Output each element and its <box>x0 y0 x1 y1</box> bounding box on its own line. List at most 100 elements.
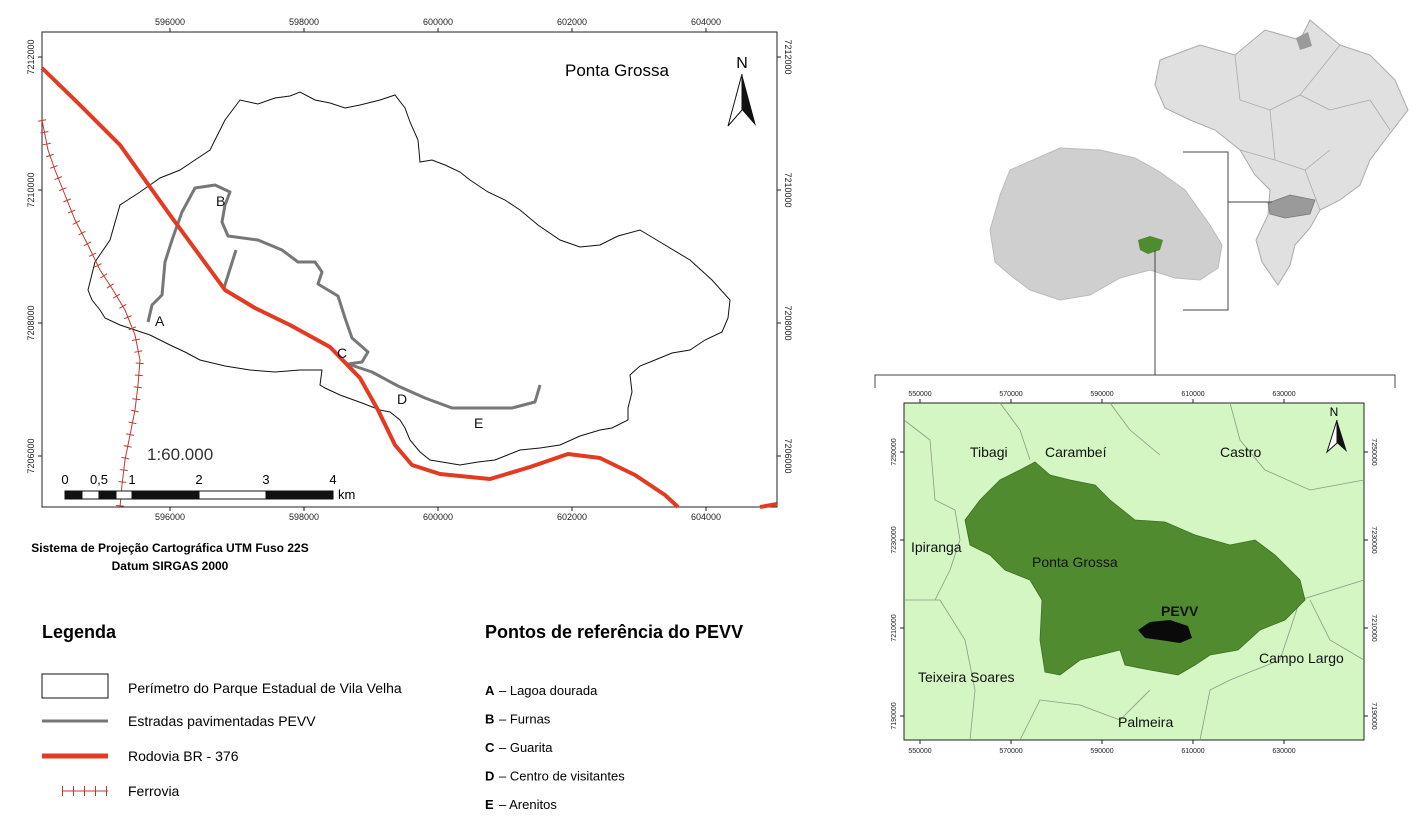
reference-name: – Furnas <box>499 712 551 727</box>
legend-item: Perímetro do Parque Estadual de Vila Vel… <box>128 680 402 696</box>
point-label: E <box>474 415 483 431</box>
reference-title: Pontos de referência do PEVV <box>485 622 743 642</box>
map-title: Ponta Grossa <box>565 61 669 80</box>
x-tick-label: 610000 <box>1181 748 1204 755</box>
paved-roads <box>146 183 542 410</box>
inset-bracket <box>874 374 1396 388</box>
highway-br376 <box>40 66 680 509</box>
reference-letter: C <box>485 740 495 755</box>
x-tick-label: 630000 <box>1272 748 1295 755</box>
legend-item: Ferrovia <box>128 783 180 799</box>
reference-name: – Lagoa dourada <box>499 683 598 698</box>
y-tick-label: 7212000 <box>783 39 793 74</box>
x-tick-label: 630000 <box>1272 391 1295 398</box>
highway-br376 <box>759 502 778 509</box>
scale-segment <box>98 490 117 500</box>
y-tick-label: 7190000 <box>1370 702 1377 729</box>
municipality-label: Ponta Grossa <box>1032 554 1118 570</box>
scale-segment <box>198 490 267 500</box>
x-tick-label: 596000 <box>155 512 185 522</box>
y-tick-label: 7206000 <box>783 438 793 473</box>
legend-title: Legenda <box>42 622 117 642</box>
scale-segment <box>265 490 334 500</box>
connector <box>1154 151 1272 375</box>
legend-symbol-perimeter <box>41 673 109 699</box>
main-map-frame <box>41 31 778 508</box>
inset-ticks: 550000 550000 570000 570000 590000 590000 6100… <box>891 391 1377 755</box>
reference-letter: D <box>485 769 494 784</box>
y-tick-label: 7250000 <box>891 438 898 465</box>
park-perimeter <box>87 91 731 466</box>
reference-letter: A <box>485 683 495 698</box>
x-tick-label: 598000 <box>289 17 319 27</box>
x-tick-label: 570000 <box>999 748 1022 755</box>
paved-road-spur <box>222 249 238 289</box>
municipality-label: Campo Largo <box>1259 650 1344 666</box>
scale-segment <box>115 490 133 500</box>
park-label: PEVV <box>1161 603 1199 619</box>
x-tick-label: 550000 <box>908 391 931 398</box>
inset-north-arrow <box>1325 419 1347 454</box>
y-tick-label: 7210000 <box>783 172 793 207</box>
y-tick-label: 7250000 <box>1370 438 1377 465</box>
point-label: C <box>337 345 347 361</box>
parana-enlarged <box>989 147 1223 301</box>
x-tick-label: 600000 <box>423 17 453 27</box>
y-tick-label: 7190000 <box>891 702 898 729</box>
x-tick-label: 600000 <box>423 512 453 522</box>
y-tick-label: 7210000 <box>26 172 36 207</box>
scale-label: 4 <box>329 472 336 487</box>
pevv-area <box>1138 620 1192 643</box>
x-tick-label: 602000 <box>557 17 587 27</box>
projection-text: Sistema de Projeção Cartográfica UTM Fus… <box>31 541 308 555</box>
x-tick-label: 602000 <box>557 512 587 522</box>
point-label: B <box>216 193 225 209</box>
reference-letter: E <box>485 797 494 812</box>
scale-label: 0,5 <box>90 472 108 487</box>
north-arrow-right <box>1337 420 1347 452</box>
reference-list: A – Lagoa dourada B – Furnas C – Guarita D – Ce… <box>485 683 625 812</box>
x-tick-label: 550000 <box>908 748 931 755</box>
municipality-label: Carambeí <box>1045 444 1107 460</box>
x-tick-label: 598000 <box>289 512 319 522</box>
scale-segment <box>64 490 83 500</box>
municipality-label: Tibagi <box>970 444 1008 460</box>
y-tick-label: 7230000 <box>1370 526 1377 553</box>
main-map: N Ponta Grossa A B C D E 1:60.000 0 0,5 … <box>38 55 778 509</box>
parana-small <box>1267 194 1316 219</box>
reference-name: – Centro de visitantes <box>499 769 625 784</box>
x-tick-label: 596000 <box>155 17 185 27</box>
x-tick-label: 590000 <box>1090 748 1113 755</box>
y-tick-label: 7208000 <box>783 305 793 340</box>
scale-unit: km <box>338 487 355 502</box>
y-tick-label: 7230000 <box>891 526 898 553</box>
y-tick-label: 7212000 <box>26 39 36 74</box>
x-tick-label: 610000 <box>1181 391 1204 398</box>
projection-text: Datum SIRGAS 2000 <box>112 559 229 573</box>
municipality-label: Teixeira Soares <box>918 669 1015 685</box>
point-label: A <box>155 313 165 329</box>
y-tick-label: 7208000 <box>26 305 36 340</box>
x-tick-label: 590000 <box>1090 391 1113 398</box>
ponta-grossa-municipality <box>964 461 1306 676</box>
scale-label: 3 <box>262 472 269 487</box>
x-tick-label: 604000 <box>691 17 721 27</box>
brazil-shape <box>1154 19 1409 286</box>
parana-pg <box>1138 236 1163 254</box>
brazil-locator <box>989 19 1409 375</box>
legend-item: Rodovia BR - 376 <box>128 748 239 764</box>
municipality-label: Palmeira <box>1118 714 1173 730</box>
scale-segment <box>131 490 200 500</box>
scale-bar <box>64 490 334 500</box>
scale-ratio: 1:60.000 <box>147 445 213 464</box>
north-label: N <box>736 55 748 72</box>
reference-name: – Arenitos <box>499 797 557 812</box>
north-label: N <box>1330 405 1339 419</box>
y-tick-label: 7210000 <box>891 614 898 641</box>
brazil-borders <box>1234 44 1391 211</box>
reference-name: – Guarita <box>499 740 553 755</box>
inset-map: N Tibagi Carambeí Castro Ipiranga Ponta … <box>903 402 1365 741</box>
scale-segment <box>81 490 100 500</box>
main-map-ticks: 596000 596000 598000 598000 600000 600000 6020… <box>26 17 793 522</box>
